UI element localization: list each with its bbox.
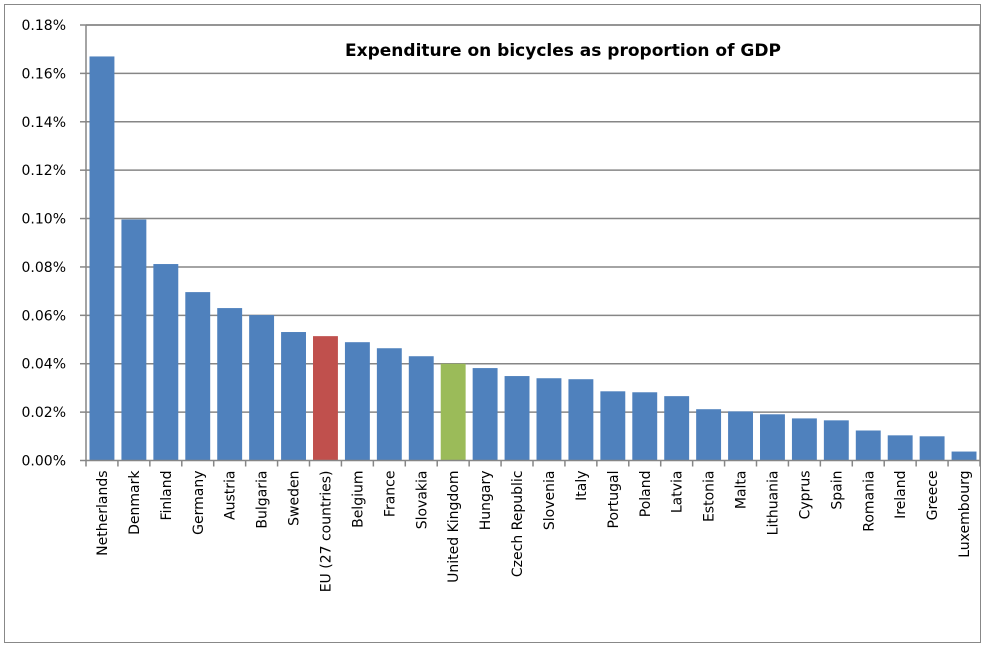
- bar-greece: [919, 436, 945, 461]
- bar-spain: [823, 420, 849, 461]
- x-tick-label: Netherlands: [95, 471, 111, 556]
- bar-ireland: [887, 435, 913, 461]
- y-tick-labels: 0.00% 0.02% 0.04% 0.06% 0.08% 0.10% 0.12% 0.14%…: [22, 18, 66, 470]
- x-tick-label: Austria: [223, 471, 239, 520]
- bar-germany: [185, 292, 211, 461]
- bar-bulgaria: [249, 315, 275, 461]
- bar-malta: [728, 411, 753, 461]
- x-tick-label: Italy: [574, 471, 590, 501]
- bar-latvia: [664, 396, 690, 461]
- x-tick-label: Czech Republic: [510, 471, 526, 578]
- x-tick-label: Sweden: [287, 471, 303, 526]
- x-tick-label: Denmark: [127, 470, 143, 535]
- bar-poland: [632, 392, 658, 461]
- bar-austria: [217, 308, 243, 461]
- x-tick-label: France: [382, 471, 398, 518]
- bar-finland: [153, 264, 179, 461]
- x-tick-label: Slovenia: [542, 471, 558, 531]
- x-tick-labels: Netherlands Denmark Finland Germany Austria B…: [95, 470, 973, 593]
- x-tick-label: Spain: [829, 471, 845, 510]
- y-tick-label: 0.04%: [22, 357, 66, 373]
- bar-cyprus: [791, 418, 817, 461]
- bar-sweden: [281, 332, 306, 461]
- bar-luxembourg: [951, 451, 977, 461]
- x-tick-label: Slovakia: [414, 471, 430, 530]
- bar-denmark: [121, 219, 147, 461]
- y-tick-label: 0.00%: [22, 454, 66, 470]
- chart-title: Expenditure on bicycles as proportion of…: [345, 41, 781, 61]
- y-tick-label: 0.08%: [22, 260, 66, 276]
- y-tick-label: 0.10%: [22, 212, 66, 228]
- bar-portugal: [600, 391, 626, 461]
- x-tick-label: United Kingdom: [446, 471, 462, 583]
- bar-eu-27-countries-: [313, 336, 338, 461]
- x-tick-label: Poland: [638, 471, 654, 518]
- x-tick-label: Latvia: [670, 471, 686, 514]
- x-tick-label: EU (27 countries): [318, 471, 334, 593]
- bar-slovakia: [408, 356, 434, 461]
- x-tick-label: Portugal: [606, 471, 622, 529]
- x-tick-label: Luxembourg: [957, 471, 973, 558]
- bar-romania: [855, 430, 881, 461]
- y-tick-label: 0.18%: [22, 18, 66, 34]
- bar-united-kingdom: [440, 363, 466, 461]
- bar-czech-republic: [504, 376, 530, 461]
- x-tick-label: Germany: [191, 471, 207, 535]
- y-tick-label: 0.06%: [22, 308, 66, 324]
- bar-netherlands: [89, 56, 115, 461]
- x-tick-label: Ireland: [893, 471, 909, 519]
- x-tick-label: Belgium: [350, 471, 366, 528]
- axes: [80, 24, 981, 467]
- y-tick-label: 0.16%: [22, 66, 66, 82]
- x-tick-label: Greece: [925, 471, 941, 521]
- x-tick-label: Lithuania: [765, 471, 781, 536]
- y-tick-label: 0.14%: [22, 115, 66, 131]
- bar-italy: [568, 379, 594, 461]
- x-tick-label: Bulgaria: [255, 471, 271, 529]
- y-tick-label: 0.12%: [22, 163, 66, 179]
- x-tick-label: Cyprus: [797, 471, 813, 520]
- bar-france: [376, 348, 402, 461]
- x-tick-label: Malta: [734, 471, 750, 510]
- bar-belgium: [344, 342, 370, 461]
- bar-hungary: [472, 368, 498, 461]
- bar-slovenia: [536, 378, 562, 461]
- x-tick-label: Hungary: [478, 471, 494, 531]
- bar-estonia: [696, 409, 722, 461]
- y-tick-label: 0.02%: [22, 405, 66, 421]
- bars: [89, 56, 977, 461]
- x-tick-label: Estonia: [702, 471, 718, 523]
- x-tick-label: Finland: [159, 471, 175, 521]
- bar-lithuania: [760, 414, 785, 461]
- x-tick-label: Romania: [861, 471, 877, 532]
